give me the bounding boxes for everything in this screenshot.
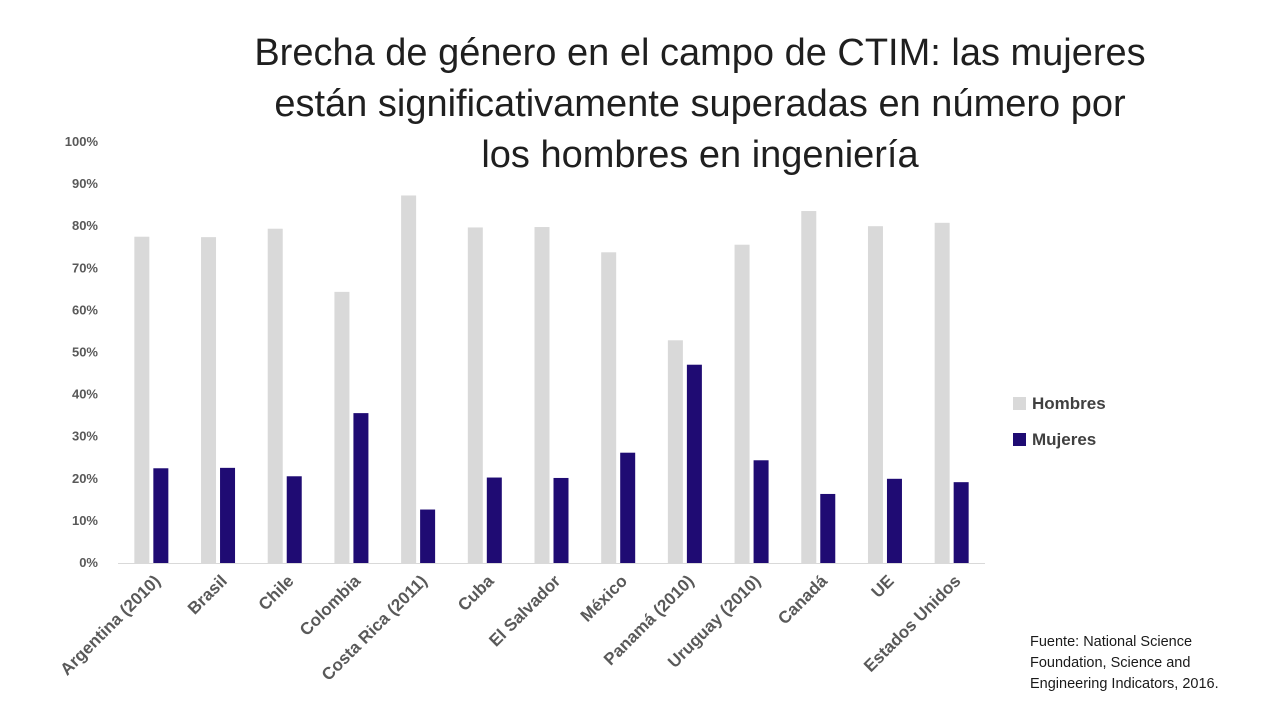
x-category-label: Brasil bbox=[184, 571, 231, 618]
x-category-label: UE bbox=[868, 571, 898, 601]
bar-mujeres bbox=[686, 364, 702, 563]
y-tick-label: 60% bbox=[72, 302, 98, 317]
bar-hombres bbox=[601, 252, 617, 563]
bar-hombres bbox=[934, 222, 950, 563]
bar-hombres bbox=[467, 227, 483, 563]
bar-hombres bbox=[201, 237, 217, 563]
bar-mujeres bbox=[153, 468, 169, 563]
y-tick-label: 80% bbox=[72, 218, 98, 233]
bar-mujeres bbox=[953, 482, 969, 563]
bar-hombres bbox=[334, 291, 350, 563]
bar-hombres bbox=[534, 227, 550, 564]
x-category-label: Argentina (2010) bbox=[57, 571, 165, 679]
x-category-label: Chile bbox=[255, 571, 298, 614]
bar-mujeres bbox=[886, 478, 902, 563]
bar-mujeres bbox=[753, 460, 769, 563]
legend-label-hombres: Hombres bbox=[1032, 394, 1106, 413]
bar-mujeres bbox=[820, 493, 836, 563]
y-tick-label: 70% bbox=[72, 260, 98, 275]
y-tick-label: 20% bbox=[72, 471, 98, 486]
bar-hombres bbox=[401, 195, 417, 564]
chart-title: Brecha de género en el campo de CTIM: la… bbox=[185, 28, 1215, 181]
y-tick-label: 10% bbox=[72, 513, 98, 528]
x-category-label: Colombia bbox=[296, 571, 365, 640]
x-category-label: Cuba bbox=[454, 571, 498, 615]
legend-swatch-mujeres bbox=[1013, 433, 1026, 446]
title-line-3: los hombres en ingeniería bbox=[481, 134, 919, 176]
bar-hombres bbox=[801, 211, 817, 563]
x-category-label: México bbox=[577, 571, 631, 625]
bar-mujeres bbox=[620, 452, 636, 563]
legend-swatch-hombres bbox=[1013, 397, 1026, 410]
y-tick-label: 100% bbox=[65, 134, 99, 149]
bar-mujeres bbox=[286, 476, 302, 563]
bar-mujeres bbox=[420, 509, 436, 563]
bar-hombres bbox=[267, 228, 283, 563]
y-tick-label: 40% bbox=[72, 387, 98, 402]
bar-mujeres bbox=[353, 413, 369, 563]
y-tick-label: 30% bbox=[72, 429, 98, 444]
title-line-1: Brecha de género en el campo de CTIM: la… bbox=[254, 32, 1146, 74]
bar-hombres bbox=[734, 244, 750, 563]
legend-label-mujeres: Mujeres bbox=[1032, 430, 1096, 449]
bar-mujeres bbox=[220, 467, 236, 563]
x-category-label: El Salvador bbox=[485, 571, 564, 650]
source-note: Fuente: National Science Foundation, Sci… bbox=[1030, 634, 1219, 692]
y-tick-label: 90% bbox=[72, 176, 98, 191]
bar-hombres bbox=[667, 340, 683, 563]
title-line-2: están significativamente superadas en nú… bbox=[274, 83, 1126, 125]
bar-mujeres bbox=[486, 477, 502, 563]
bar-mujeres bbox=[553, 477, 569, 563]
y-tick-label: 0% bbox=[79, 555, 98, 570]
bar-hombres bbox=[867, 226, 883, 563]
x-category-label: Canadá bbox=[774, 571, 831, 628]
y-tick-label: 50% bbox=[72, 345, 98, 360]
bar-hombres bbox=[134, 236, 150, 563]
